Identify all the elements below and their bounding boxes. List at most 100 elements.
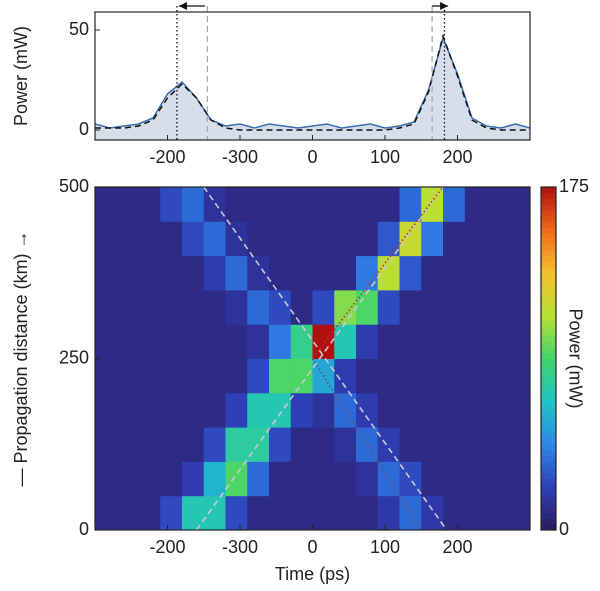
heatmap-cell: [508, 187, 531, 222]
heatmap-cell: [443, 187, 466, 222]
colorbar-step: [541, 238, 556, 245]
line: [95, 33, 530, 131]
colorbar-step: [541, 352, 556, 359]
heatmap-cell: [399, 324, 422, 359]
y-axis-label: Power (mW): [11, 26, 31, 126]
heatmap-cell: [138, 461, 161, 497]
heatmap-cell: [334, 427, 357, 462]
heatmap-cell: [247, 187, 270, 222]
heatmap-cell: [312, 392, 335, 428]
heatmap-cell: [269, 427, 292, 462]
colorbar-step: [541, 289, 556, 297]
heatmap-cell: [182, 289, 205, 325]
colorbar-step: [541, 278, 556, 285]
heatmap-cell: [138, 221, 161, 257]
colorbar-step: [541, 295, 556, 302]
heatmap-cell: [356, 221, 379, 257]
heatmap-cell: [486, 392, 509, 428]
heatmap-cell: [225, 392, 248, 428]
colorbar-step: [541, 209, 556, 217]
colorbar-step: [541, 387, 556, 394]
y-axis-label: — Propagation distance (km) →: [11, 230, 31, 486]
heatmap-cell: [225, 495, 248, 531]
heatmap-cell: [203, 221, 226, 257]
heatmap-cell: [269, 289, 292, 325]
x-axis-label: Time (ps): [275, 564, 350, 584]
heatmap-cell: [269, 392, 292, 428]
heatmap-cell: [356, 324, 379, 359]
heatmap-cell: [356, 187, 379, 222]
heatmap-cell: [116, 187, 139, 222]
heatmap-cell: [377, 187, 400, 222]
y-tick-label: 0: [79, 519, 89, 539]
heatmap-cell: [443, 255, 466, 291]
colorbar-step: [541, 329, 556, 337]
x-tick-label: 0: [307, 537, 317, 557]
heatmap-cell: [95, 324, 118, 359]
colorbar-step: [541, 284, 556, 291]
heatmap-cell: [464, 358, 487, 394]
heatmap-cell: [182, 221, 205, 257]
x-tick-label: 200: [442, 147, 472, 167]
heatmap-cell: [95, 495, 118, 531]
heatmap-cell: [399, 187, 422, 222]
heatmap-cell: [486, 461, 509, 497]
heatmap-cell: [421, 495, 444, 531]
heatmap-cell: [508, 461, 531, 497]
heatmap-cell: [160, 427, 183, 462]
heatmap-cell: [377, 255, 400, 291]
heatmap-cell: [138, 495, 161, 531]
colorbar-step: [541, 335, 556, 342]
colorbar-step: [541, 489, 556, 497]
colorbar-frame: [540, 186, 557, 531]
heatmap-cell: [95, 221, 118, 257]
colorbar-step: [541, 267, 556, 274]
heatmap-cell: [334, 358, 357, 394]
colorbar-step: [541, 375, 556, 382]
heatmap-cell: [377, 495, 400, 531]
heatmap-cell: [399, 289, 422, 325]
heatmap-cell: [464, 187, 487, 222]
heatmap-cell: [486, 324, 509, 359]
colorbar-step: [541, 307, 556, 314]
heatmap-cell: [290, 221, 313, 257]
heatmap-cell: [225, 324, 248, 359]
heatmap-cell: [334, 187, 357, 222]
heatmap-cell: [508, 427, 531, 462]
heatmap-cell: [290, 289, 313, 325]
heatmap-cell: [421, 324, 444, 359]
colorbar-step: [541, 227, 556, 234]
heatmap-cell: [247, 358, 270, 394]
heatmap-cell: [116, 324, 139, 359]
heatmap-cell: [290, 427, 313, 462]
heatmap-cell: [290, 358, 313, 394]
colorbar-tick-label: 0: [559, 519, 569, 539]
heatmap-cell: [443, 427, 466, 462]
heatmap-cell: [399, 392, 422, 428]
colorbar-step: [541, 347, 556, 354]
heatmap-cell: [421, 221, 444, 257]
y-tick-label: 250: [59, 347, 89, 367]
y-tick-label: 500: [59, 176, 89, 196]
x-tick-label: 0: [307, 147, 317, 167]
heatmap-cell: [247, 495, 270, 531]
heatmap-cell: [247, 289, 270, 325]
colorbar-step: [541, 364, 556, 371]
heatmap-cell: [312, 289, 335, 325]
heatmap-cell: [486, 187, 509, 222]
heatmap-cell: [356, 255, 379, 291]
heatmap-cell: [225, 187, 248, 222]
colorbar-step: [541, 432, 556, 440]
heatmap-cell: [116, 495, 139, 531]
heatmap-cell: [225, 461, 248, 497]
heatmap-cell: [464, 289, 487, 325]
heatmap-cell: [182, 461, 205, 497]
x-tick-label: 100: [370, 537, 400, 557]
heatmap-cell: [312, 324, 335, 359]
heatmap-cell: [443, 392, 466, 428]
heatmap-cell: [464, 324, 487, 359]
heatmap-cell: [160, 187, 183, 222]
colorbar-step: [541, 198, 556, 205]
heatmap-cell: [203, 187, 226, 222]
